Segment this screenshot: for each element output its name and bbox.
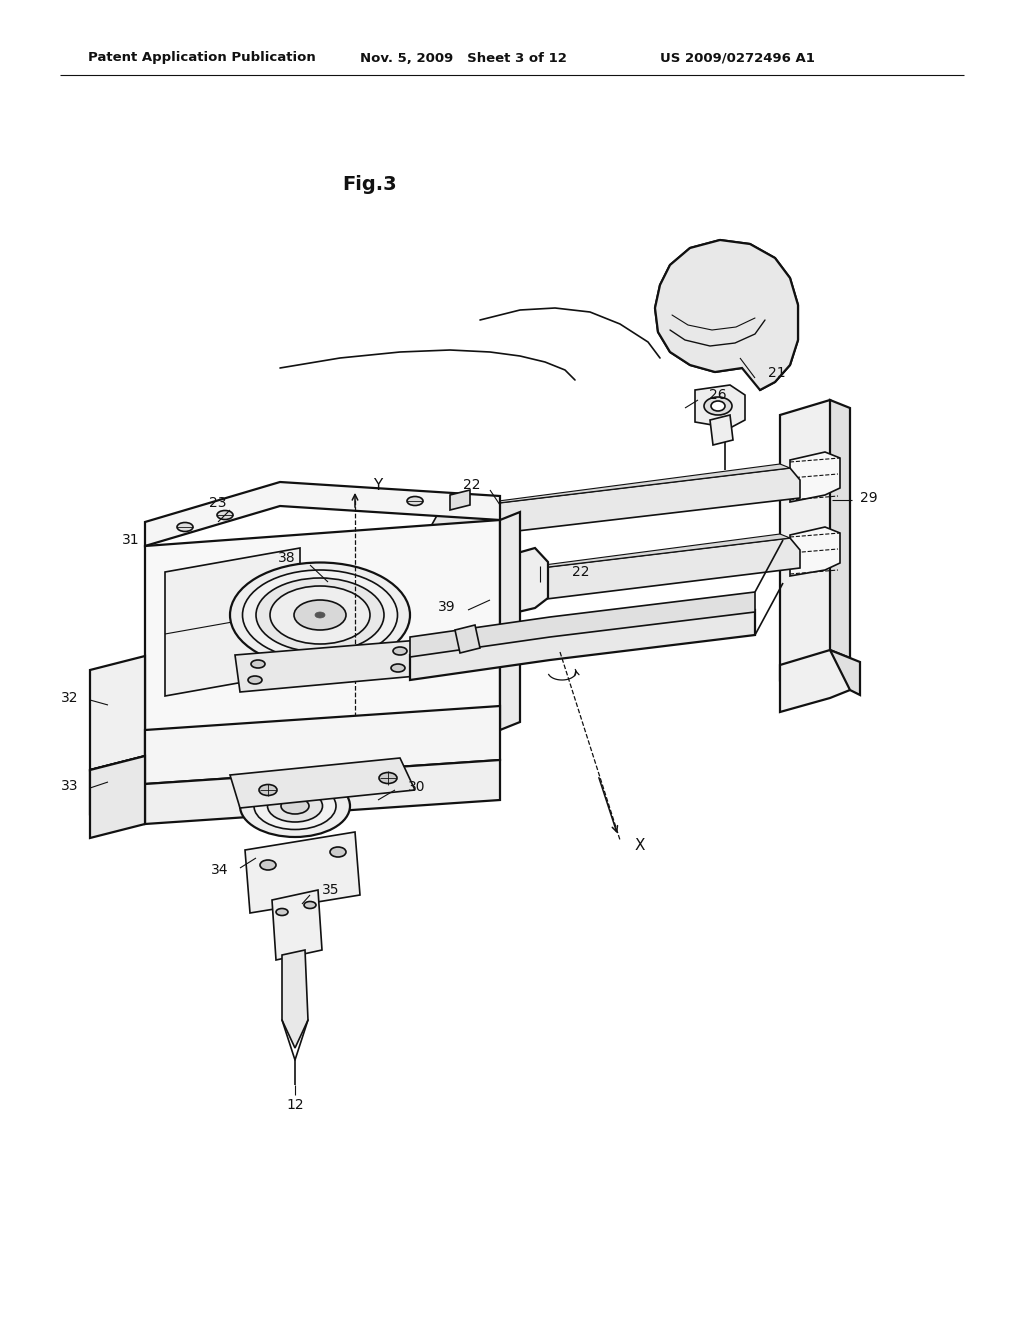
- Polygon shape: [104, 777, 120, 791]
- Polygon shape: [790, 451, 840, 502]
- Polygon shape: [430, 535, 790, 579]
- Ellipse shape: [217, 511, 233, 520]
- Ellipse shape: [251, 660, 265, 668]
- Ellipse shape: [259, 784, 278, 796]
- Polygon shape: [145, 482, 500, 546]
- Polygon shape: [410, 610, 755, 680]
- Text: 38: 38: [279, 550, 296, 565]
- Ellipse shape: [315, 612, 325, 618]
- Polygon shape: [410, 591, 755, 657]
- Text: 39: 39: [438, 601, 456, 614]
- Text: Nov. 5, 2009   Sheet 3 of 12: Nov. 5, 2009 Sheet 3 of 12: [360, 51, 567, 65]
- Ellipse shape: [379, 772, 397, 784]
- Ellipse shape: [391, 664, 406, 672]
- Polygon shape: [655, 240, 798, 389]
- Ellipse shape: [177, 523, 193, 532]
- Polygon shape: [272, 890, 322, 960]
- Polygon shape: [145, 520, 500, 756]
- Polygon shape: [430, 469, 800, 540]
- Text: 29: 29: [860, 491, 878, 506]
- Polygon shape: [450, 490, 470, 510]
- Polygon shape: [90, 756, 150, 776]
- Text: 21: 21: [768, 366, 785, 380]
- Text: 22: 22: [463, 478, 480, 492]
- Text: US 2009/0272496 A1: US 2009/0272496 A1: [660, 51, 815, 65]
- Ellipse shape: [254, 783, 336, 829]
- Ellipse shape: [270, 586, 370, 644]
- Ellipse shape: [281, 799, 309, 814]
- Polygon shape: [230, 758, 415, 808]
- Polygon shape: [90, 756, 145, 814]
- Polygon shape: [780, 649, 850, 711]
- Polygon shape: [830, 400, 850, 665]
- Text: 23: 23: [209, 496, 226, 510]
- Polygon shape: [90, 656, 145, 770]
- Polygon shape: [780, 400, 845, 680]
- Polygon shape: [145, 760, 500, 824]
- Text: Y: Y: [374, 479, 383, 494]
- Polygon shape: [234, 640, 428, 692]
- Ellipse shape: [304, 902, 316, 908]
- Ellipse shape: [485, 585, 501, 595]
- Polygon shape: [430, 465, 790, 510]
- Polygon shape: [282, 950, 308, 1048]
- Text: Patent Application Publication: Patent Application Publication: [88, 51, 315, 65]
- Text: 32: 32: [60, 690, 78, 705]
- Polygon shape: [695, 385, 745, 428]
- Polygon shape: [500, 512, 520, 730]
- Ellipse shape: [243, 570, 397, 660]
- Polygon shape: [165, 548, 300, 696]
- Polygon shape: [145, 706, 500, 784]
- Text: 26: 26: [709, 388, 727, 403]
- Polygon shape: [830, 649, 860, 696]
- Ellipse shape: [711, 401, 725, 411]
- Ellipse shape: [240, 775, 350, 837]
- Ellipse shape: [393, 647, 407, 655]
- Text: 30: 30: [408, 780, 426, 795]
- Polygon shape: [455, 624, 480, 653]
- Ellipse shape: [260, 861, 276, 870]
- Polygon shape: [90, 756, 145, 838]
- Text: 34: 34: [211, 863, 228, 876]
- Polygon shape: [790, 527, 840, 576]
- Text: 35: 35: [322, 883, 340, 898]
- Polygon shape: [100, 768, 135, 808]
- Ellipse shape: [294, 601, 346, 630]
- Ellipse shape: [705, 397, 732, 414]
- Ellipse shape: [276, 908, 288, 916]
- Polygon shape: [104, 787, 120, 800]
- Ellipse shape: [248, 676, 262, 684]
- Ellipse shape: [230, 562, 410, 668]
- Polygon shape: [710, 414, 733, 445]
- Polygon shape: [245, 832, 360, 913]
- Text: 31: 31: [123, 533, 140, 546]
- Text: 22: 22: [572, 565, 590, 579]
- Ellipse shape: [330, 847, 346, 857]
- Ellipse shape: [267, 789, 323, 822]
- Text: Fig.3: Fig.3: [343, 176, 397, 194]
- Text: 12: 12: [286, 1098, 304, 1111]
- Text: 33: 33: [60, 779, 78, 793]
- Text: X: X: [635, 837, 645, 853]
- Polygon shape: [430, 539, 800, 612]
- Ellipse shape: [407, 496, 423, 506]
- Polygon shape: [475, 548, 548, 622]
- Ellipse shape: [256, 578, 384, 652]
